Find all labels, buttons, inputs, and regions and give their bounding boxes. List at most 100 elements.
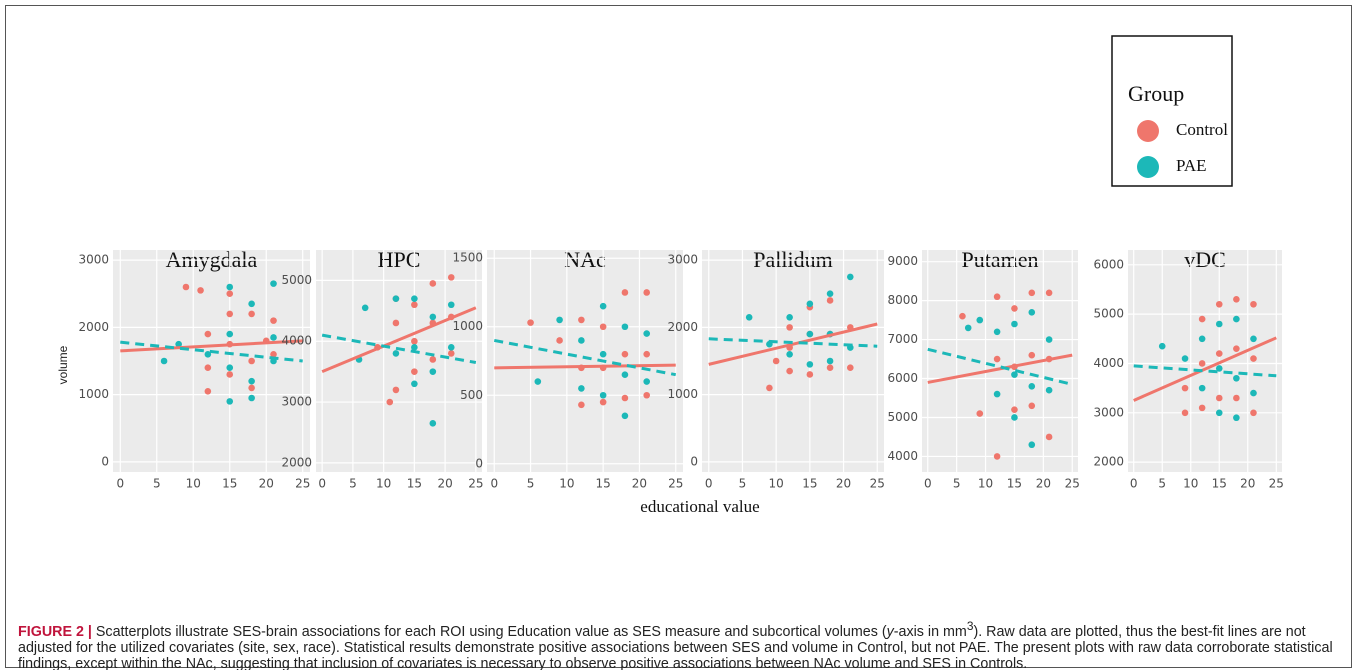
- point: [429, 368, 437, 375]
- x-tick-label: 10: [376, 477, 391, 491]
- point: [160, 357, 168, 365]
- y-tick-label: 2000: [1093, 455, 1124, 469]
- point: [976, 410, 984, 417]
- x-tick-label: 10: [978, 477, 993, 491]
- x-tick-label: 20: [259, 477, 274, 491]
- x-tick-label: 5: [527, 477, 535, 491]
- caption: FIGURE 2 | Scatterplots illustrate SES-b…: [18, 618, 1343, 670]
- fit-line: [927, 347, 1073, 386]
- fit-line: [494, 363, 676, 370]
- point: [826, 290, 834, 298]
- point: [621, 289, 629, 296]
- fit-line: [1133, 364, 1277, 378]
- point: [1045, 433, 1053, 441]
- point: [1250, 355, 1257, 362]
- point: [1158, 342, 1166, 350]
- x-tick-label: 5: [349, 477, 357, 491]
- point: [386, 398, 394, 406]
- y-tick-label: 2000: [281, 455, 312, 469]
- point: [599, 302, 607, 310]
- point: [964, 324, 972, 332]
- point: [175, 340, 182, 348]
- point: [411, 344, 418, 351]
- point: [204, 350, 212, 358]
- point: [826, 364, 834, 372]
- point: [643, 330, 651, 337]
- point: [1028, 402, 1036, 410]
- x-tick-label: 0: [924, 477, 932, 491]
- point: [993, 355, 1001, 363]
- point: [578, 385, 585, 392]
- point: [1250, 409, 1257, 417]
- point: [270, 350, 277, 358]
- point: [1045, 386, 1053, 394]
- plot-background: [316, 250, 482, 472]
- fit-line: [120, 340, 303, 363]
- point: [1011, 305, 1018, 312]
- y-tick-label: 0: [475, 456, 483, 470]
- point: [1028, 289, 1036, 297]
- point: [846, 273, 854, 281]
- point: [599, 350, 607, 358]
- panel-title: NAc: [564, 247, 606, 272]
- point: [1233, 414, 1240, 422]
- x-tick-label: 25: [1269, 477, 1284, 491]
- x-tick-label: 15: [802, 477, 817, 491]
- point: [270, 334, 277, 341]
- point: [1198, 360, 1206, 367]
- point: [1215, 365, 1223, 372]
- point: [182, 283, 190, 291]
- point: [1181, 384, 1189, 392]
- fit-line: [493, 338, 677, 377]
- x-tick-label: 15: [407, 477, 422, 491]
- fit-line: [120, 339, 303, 353]
- point: [226, 330, 234, 338]
- point: [1028, 441, 1036, 449]
- plot-background: [487, 250, 683, 472]
- plot-background: [1128, 250, 1282, 472]
- caption-italic: y: [886, 623, 894, 640]
- caption-text: Scatterplots illustrate SES-brain associ…: [91, 623, 887, 640]
- point: [643, 289, 651, 296]
- point: [248, 310, 255, 318]
- point: [643, 350, 651, 358]
- caption-text: -axis in mm: [893, 623, 967, 640]
- y-tick-label: 0: [690, 454, 698, 468]
- point: [786, 313, 793, 321]
- x-tick-label: 10: [559, 477, 574, 491]
- x-tick-label: 20: [836, 477, 851, 491]
- x-tick-label: 20: [1036, 477, 1051, 491]
- point: [621, 412, 629, 420]
- point: [826, 297, 834, 304]
- point: [806, 371, 814, 378]
- point: [1233, 315, 1240, 323]
- x-tick-label: 10: [1183, 477, 1198, 491]
- point: [411, 295, 418, 302]
- point: [1198, 384, 1206, 392]
- point: [846, 364, 854, 372]
- y-tick-label: 2000: [78, 320, 109, 334]
- point: [1250, 389, 1257, 397]
- point: [1215, 300, 1223, 308]
- point: [429, 313, 437, 321]
- x-tick-label: 25: [870, 477, 885, 491]
- point: [270, 317, 277, 324]
- point: [993, 328, 1001, 336]
- y-tick-label: 500: [460, 388, 483, 402]
- legend-label: PAE: [1176, 156, 1207, 175]
- point: [993, 390, 1001, 398]
- x-tick-label: 15: [1007, 477, 1022, 491]
- point: [556, 337, 563, 344]
- fit-line: [927, 353, 1073, 384]
- y-tick-label: 9000: [887, 254, 918, 268]
- point: [1215, 350, 1223, 357]
- point: [786, 350, 793, 358]
- point: [1011, 406, 1018, 413]
- y-tick-label: 2000: [667, 320, 698, 334]
- point: [248, 394, 255, 402]
- point: [411, 301, 418, 309]
- point: [599, 398, 607, 406]
- x-tick-label: 5: [153, 477, 161, 491]
